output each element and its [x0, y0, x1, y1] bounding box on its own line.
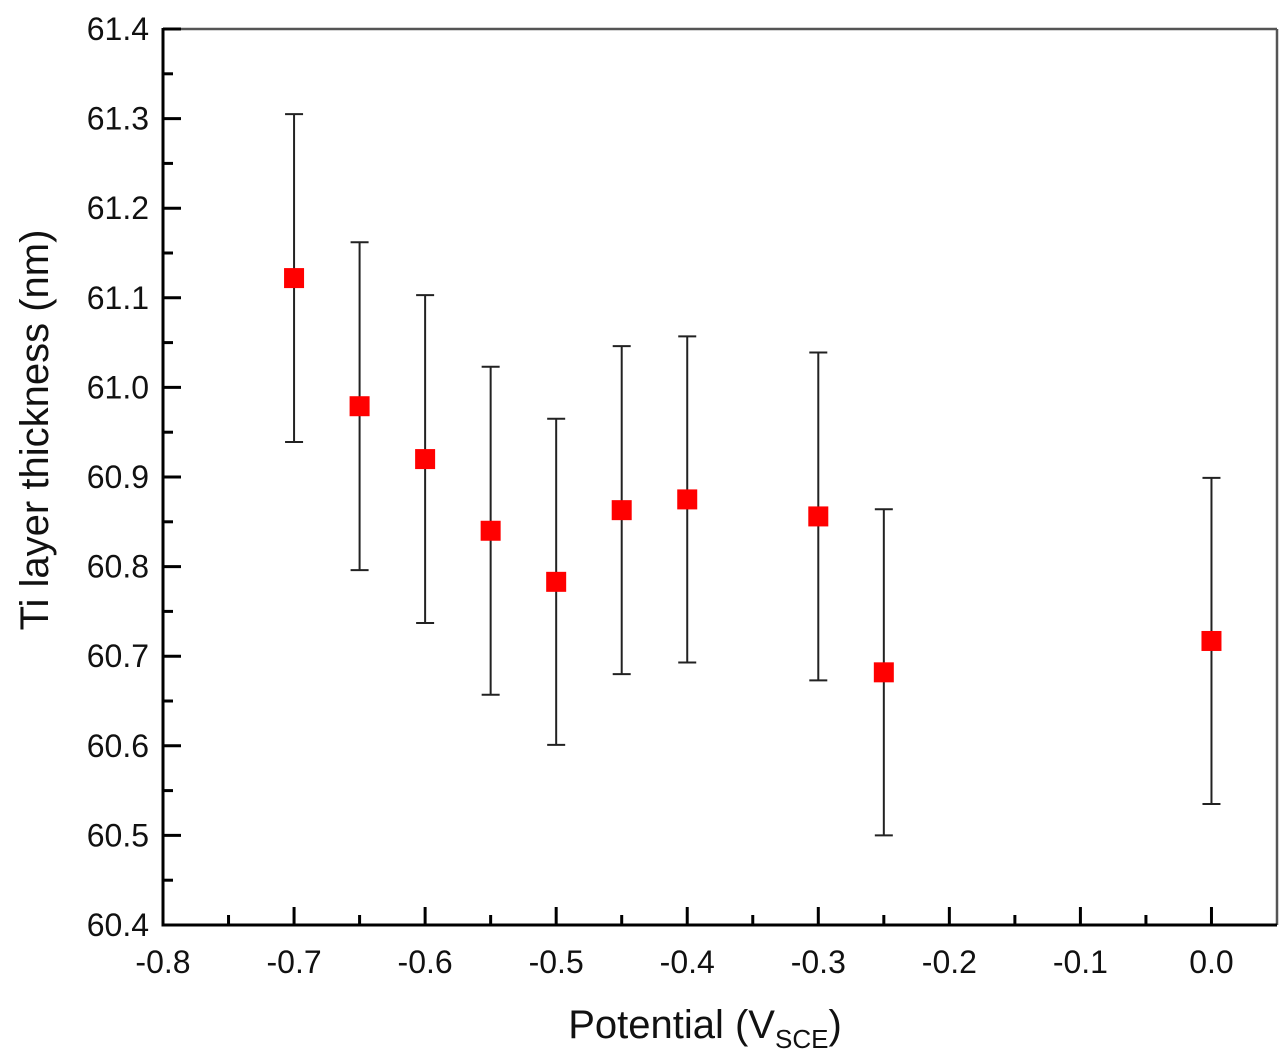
y-axis-title: Ti layer thickness (nm): [13, 230, 57, 631]
y-tick-label: 61.4: [87, 11, 149, 47]
x-tick-label: -0.4: [660, 944, 715, 980]
data-point: [1201, 630, 1222, 651]
y-tick-label: 61.2: [87, 190, 149, 226]
data-point: [808, 506, 829, 527]
data-point: [677, 489, 698, 510]
data-point: [480, 520, 501, 541]
x-axis-title-end: ): [828, 1003, 841, 1047]
x-axis-title-sub: SCE: [775, 1024, 828, 1054]
x-tick-label: -0.1: [1053, 944, 1108, 980]
x-tick-label: 0.0: [1189, 944, 1233, 980]
data-point: [611, 500, 632, 521]
x-tick-label: -0.5: [529, 944, 584, 980]
y-tick-label: 60.6: [87, 728, 149, 764]
data-point: [284, 268, 305, 289]
y-tick-label: 61.0: [87, 369, 149, 405]
data-point: [546, 571, 567, 592]
data-point: [873, 662, 894, 683]
y-tick-label: 60.5: [87, 817, 149, 853]
x-axis-title: Potential (VSCE): [568, 1003, 842, 1054]
y-tick-label: 60.7: [87, 638, 149, 674]
y-tick-label: 60.4: [87, 907, 149, 943]
x-tick-label: -0.2: [922, 944, 977, 980]
y-tick-label: 60.9: [87, 459, 149, 495]
y-tick-label: 60.8: [87, 549, 149, 585]
y-tick-label: 61.1: [87, 280, 149, 316]
y-tick-label: 61.3: [87, 101, 149, 137]
x-axis-title-main: Potential (V: [568, 1003, 775, 1047]
x-tick-label: -0.8: [135, 944, 190, 980]
data-point: [415, 449, 436, 470]
data-point: [349, 396, 370, 417]
x-tick-label: -0.7: [266, 944, 321, 980]
x-tick-label: -0.3: [791, 944, 846, 980]
x-tick-label: -0.6: [398, 944, 453, 980]
